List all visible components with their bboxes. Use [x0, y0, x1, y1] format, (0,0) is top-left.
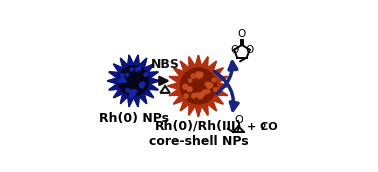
FancyArrowPatch shape: [215, 71, 238, 110]
Polygon shape: [128, 96, 134, 107]
Text: 2: 2: [260, 123, 265, 132]
Polygon shape: [207, 100, 217, 111]
Circle shape: [183, 84, 188, 89]
Text: O: O: [230, 45, 238, 55]
Circle shape: [214, 88, 218, 92]
Polygon shape: [215, 76, 228, 83]
Circle shape: [129, 90, 133, 94]
Polygon shape: [113, 89, 123, 98]
Circle shape: [189, 79, 192, 82]
Polygon shape: [169, 89, 181, 96]
Polygon shape: [109, 84, 119, 90]
Text: + CO: + CO: [247, 122, 277, 132]
Polygon shape: [133, 55, 139, 65]
Polygon shape: [168, 55, 229, 117]
Polygon shape: [109, 72, 119, 78]
Text: Rh(0)/Rh(III)
core-shell NPs: Rh(0)/Rh(III) core-shell NPs: [149, 119, 248, 148]
Polygon shape: [150, 78, 160, 84]
Text: O: O: [246, 45, 254, 55]
Polygon shape: [174, 94, 185, 104]
Circle shape: [206, 89, 210, 93]
Circle shape: [187, 87, 191, 90]
Circle shape: [207, 84, 211, 88]
Text: Rh(0) NPs: Rh(0) NPs: [99, 112, 169, 125]
Polygon shape: [148, 72, 158, 78]
Polygon shape: [212, 68, 223, 78]
Polygon shape: [180, 100, 190, 111]
Circle shape: [118, 79, 122, 83]
Circle shape: [133, 90, 136, 93]
Polygon shape: [189, 57, 196, 69]
Circle shape: [191, 74, 195, 78]
Polygon shape: [133, 96, 139, 107]
Circle shape: [198, 72, 203, 77]
Circle shape: [202, 90, 207, 94]
Circle shape: [196, 72, 200, 76]
Circle shape: [200, 92, 204, 97]
Polygon shape: [113, 64, 123, 73]
Circle shape: [139, 83, 143, 86]
Circle shape: [129, 94, 133, 98]
Text: O: O: [234, 115, 243, 125]
Polygon shape: [139, 94, 147, 104]
Polygon shape: [212, 94, 223, 104]
Polygon shape: [144, 89, 154, 98]
Polygon shape: [201, 57, 208, 69]
Circle shape: [141, 82, 145, 86]
Circle shape: [126, 88, 129, 92]
Polygon shape: [201, 103, 208, 115]
Circle shape: [140, 84, 143, 88]
Circle shape: [123, 79, 126, 82]
Text: NBS: NBS: [151, 58, 180, 72]
Text: O: O: [237, 29, 245, 39]
Polygon shape: [139, 58, 147, 68]
Polygon shape: [215, 89, 228, 96]
Circle shape: [135, 68, 138, 71]
Polygon shape: [107, 78, 117, 84]
Circle shape: [120, 73, 124, 77]
Polygon shape: [167, 83, 179, 89]
Polygon shape: [180, 61, 190, 72]
Polygon shape: [218, 83, 229, 89]
Circle shape: [192, 94, 195, 98]
Circle shape: [125, 73, 129, 76]
Polygon shape: [174, 68, 185, 78]
Circle shape: [121, 77, 125, 82]
Polygon shape: [144, 64, 154, 73]
Circle shape: [130, 68, 133, 71]
Circle shape: [212, 78, 216, 82]
Circle shape: [195, 93, 198, 96]
Polygon shape: [120, 58, 128, 68]
Circle shape: [196, 74, 201, 78]
Polygon shape: [107, 55, 160, 107]
Polygon shape: [195, 105, 202, 117]
Circle shape: [205, 82, 209, 86]
Circle shape: [192, 94, 196, 98]
Polygon shape: [128, 55, 134, 65]
Circle shape: [140, 84, 144, 88]
Circle shape: [184, 94, 188, 98]
Polygon shape: [148, 84, 158, 90]
FancyArrowPatch shape: [217, 62, 237, 94]
Circle shape: [208, 83, 213, 88]
Circle shape: [198, 94, 203, 99]
Circle shape: [197, 93, 202, 97]
Polygon shape: [195, 55, 202, 67]
Circle shape: [187, 87, 192, 92]
Polygon shape: [120, 94, 128, 104]
Polygon shape: [207, 61, 217, 72]
Circle shape: [132, 92, 135, 96]
Circle shape: [138, 67, 141, 70]
Polygon shape: [169, 76, 181, 83]
Polygon shape: [189, 103, 196, 115]
Circle shape: [144, 73, 147, 76]
